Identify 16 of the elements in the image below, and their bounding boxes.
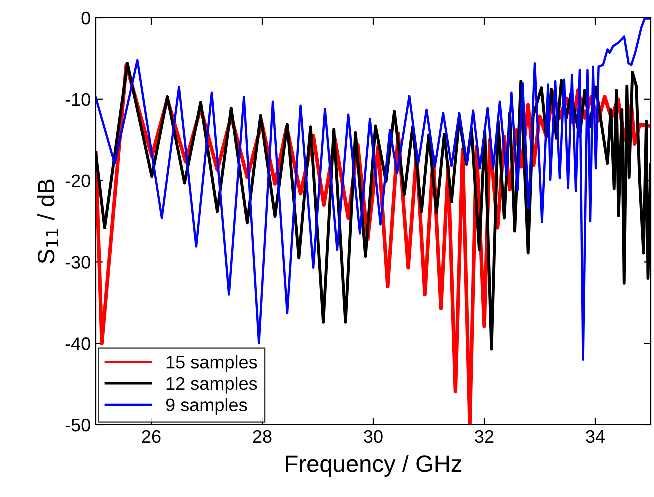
y-tick-label: -50 <box>66 418 90 432</box>
y-tick-label: -20 <box>66 174 90 188</box>
y-tick-label: -10 <box>66 93 90 106</box>
x-tick-label: 26 <box>142 430 161 444</box>
x-tick-label: 32 <box>475 430 494 444</box>
legend-label: 15 samples <box>166 356 258 372</box>
x-tick-label: 30 <box>364 430 383 444</box>
y-axis-title: S$_{11}$ / dB <box>37 180 58 264</box>
x-tick-label: 28 <box>253 430 272 444</box>
y-tick-label: -30 <box>66 256 90 269</box>
x-tick-label: 34 <box>586 430 606 444</box>
legend-label: 12 samples <box>166 376 258 394</box>
legend-label: 9 samples <box>166 398 248 416</box>
y-tick-label: 0 <box>82 12 90 25</box>
x-axis-title: Frequency / GHz <box>286 455 462 478</box>
y-tick-label: -40 <box>66 338 90 350</box>
